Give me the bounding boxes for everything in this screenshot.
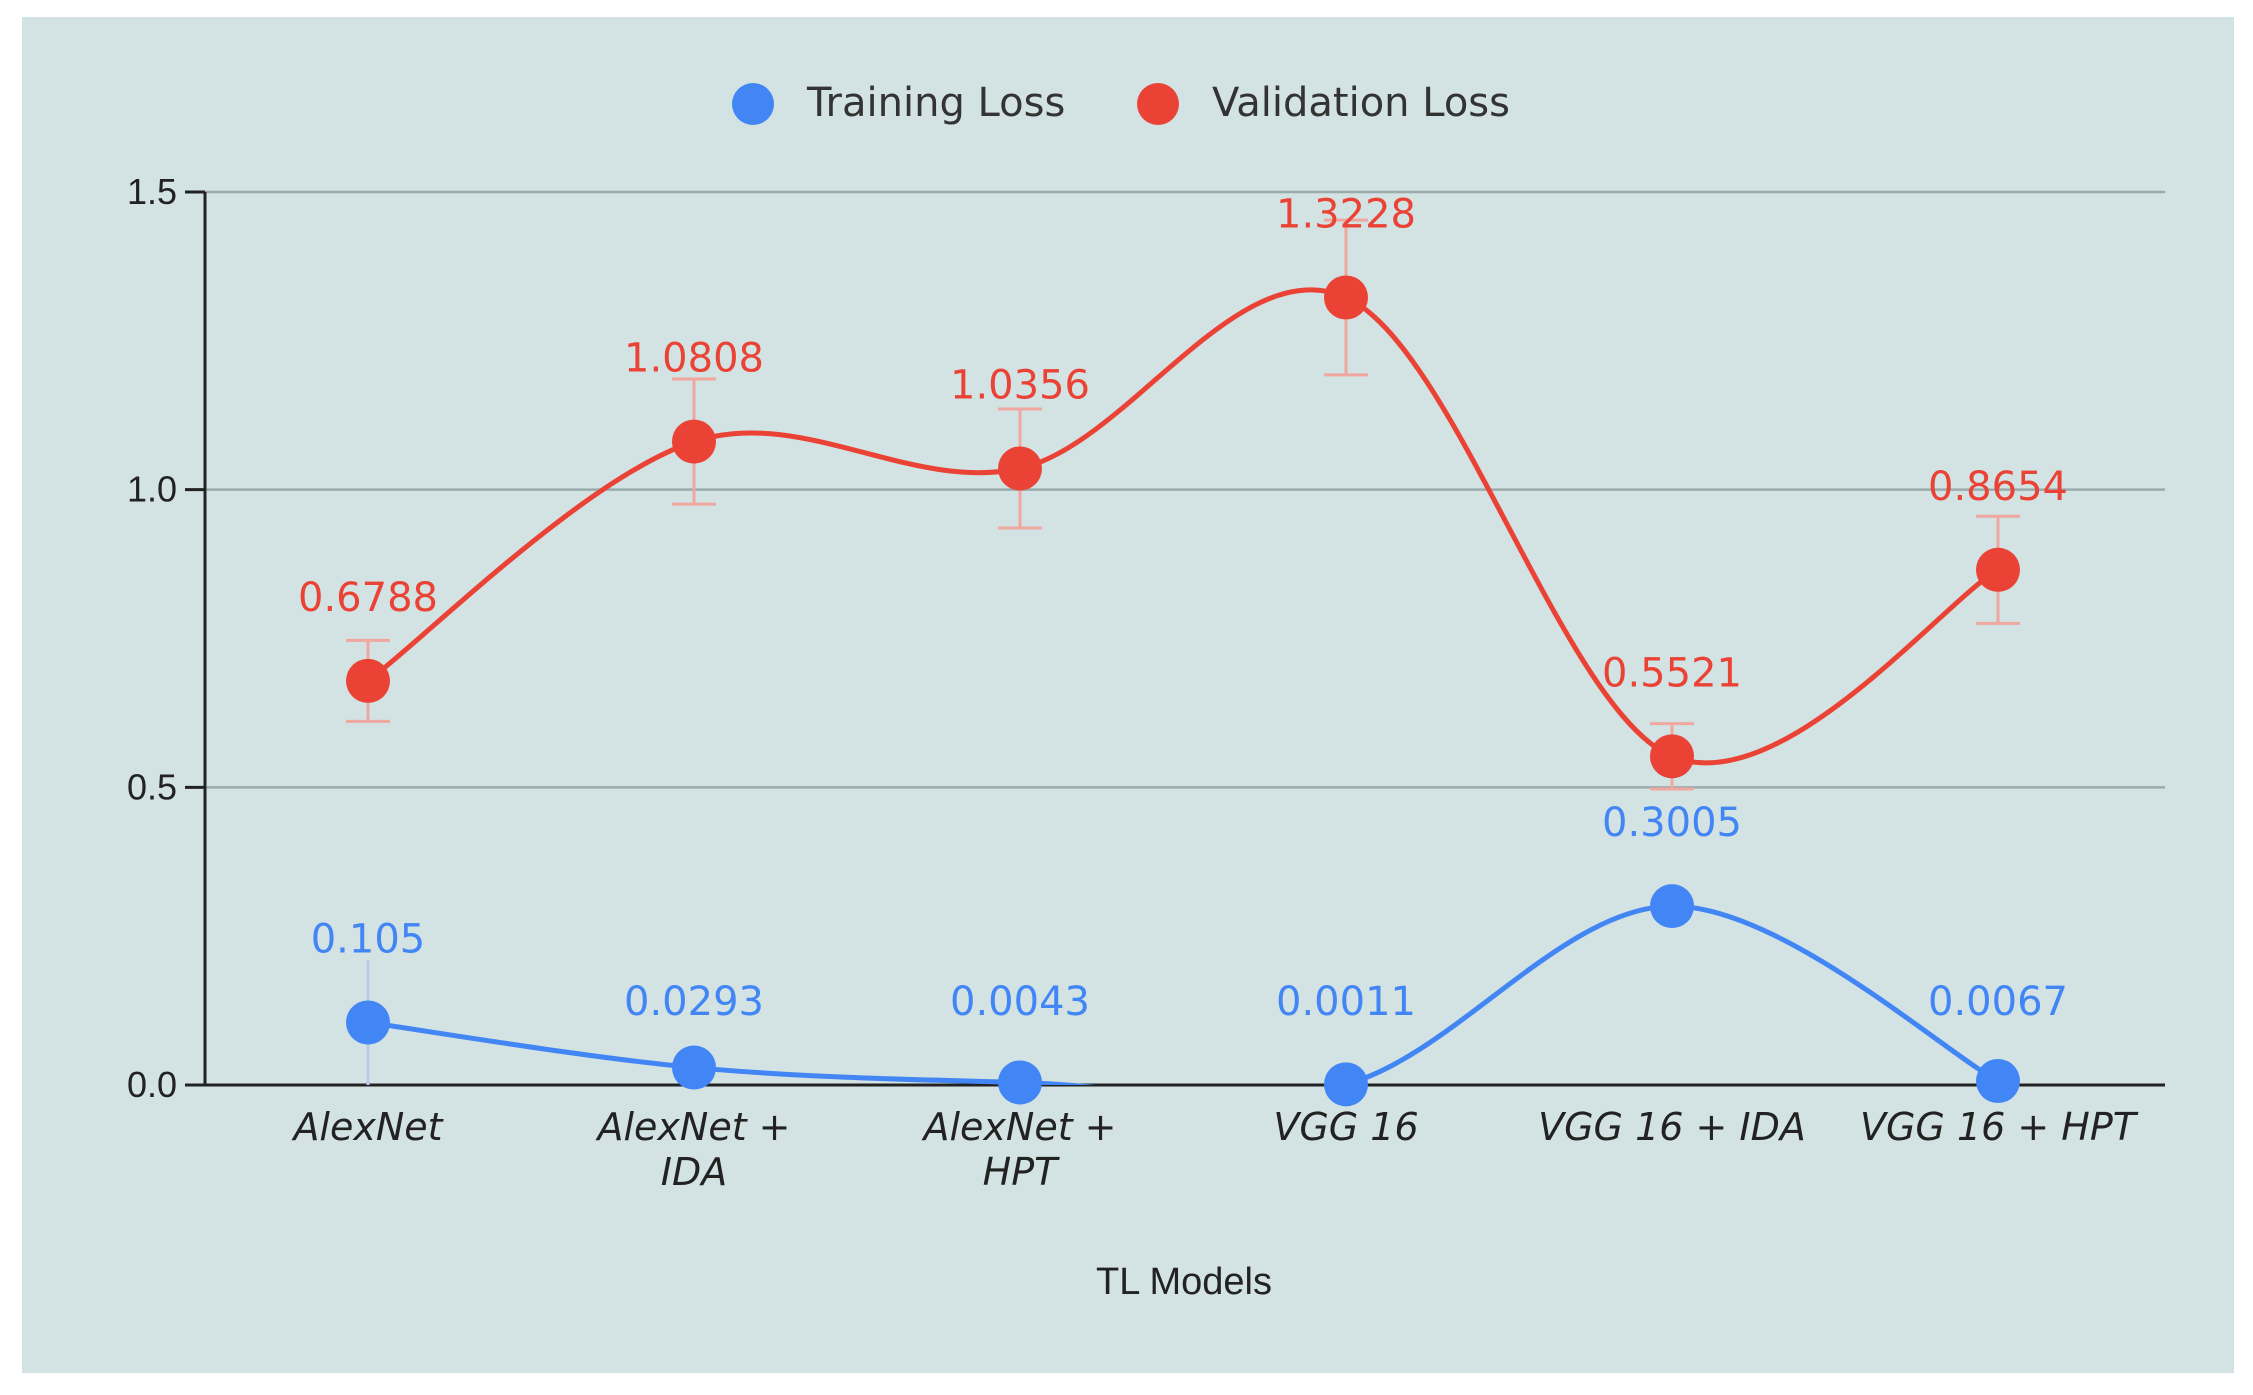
data-label: 0.0011 [1276, 979, 1416, 1025]
data-point [346, 658, 390, 703]
y-tick-label: 0.0 [127, 1064, 177, 1105]
data-label: 0.0043 [950, 979, 1090, 1025]
data-label: 1.0808 [624, 336, 764, 382]
legend-validation-marker [1137, 83, 1179, 125]
x-tick-label: VGG 16 [1273, 1105, 1418, 1149]
data-label: 1.3228 [1276, 191, 1416, 237]
data-point [998, 446, 1042, 491]
y-tick-label: 1.5 [127, 171, 177, 212]
data-label: 0.0067 [1928, 979, 2068, 1025]
chart-panel [22, 17, 2234, 1373]
series-validation-loss: 0.6788 1.0808 1.0356 1.3228 0.5521 0.8654 [298, 191, 2068, 791]
data-point [1650, 884, 1694, 929]
legend-training-label: Training Loss [806, 80, 1065, 126]
x-tick-label: AlexNet + HPT [920, 1105, 1116, 1194]
data-label: 0.0293 [624, 979, 764, 1025]
data-point [672, 1045, 716, 1090]
data-label: 0.6788 [298, 575, 438, 621]
data-point [1324, 1062, 1368, 1107]
data-point [1976, 547, 2020, 592]
data-label: 0.8654 [1928, 464, 2068, 510]
data-point [1976, 1059, 2020, 1104]
series-training-loss: 0.105 0.0293 0.0043 0.0011 0.3005 0.0067 [311, 800, 2068, 1107]
x-tick-label: AlexNet + IDA [594, 1105, 790, 1194]
data-label: 0.3005 [1602, 800, 1742, 846]
series-line [367, 903, 2000, 1085]
data-point [1650, 734, 1694, 779]
data-label: 0.5521 [1602, 650, 1742, 696]
legend-validation-label: Validation Loss [1212, 80, 1510, 126]
data-point [346, 1000, 390, 1045]
data-point [1324, 275, 1368, 320]
legend-training-marker [732, 83, 774, 125]
gridlines [205, 190, 2165, 789]
x-axis-labels: AlexNet AlexNet + IDA AlexNet + HPT VGG 16 VGG… [290, 1105, 2138, 1194]
data-label: 0.105 [311, 916, 426, 962]
y-tick-label: 1.0 [127, 469, 177, 510]
data-label: 1.0356 [950, 362, 1090, 408]
series-line [366, 287, 2000, 766]
series-layer: 0.105 0.0293 0.0043 0.0011 0.3005 0.0067 0.678… [298, 191, 2068, 1107]
x-tick-label: AlexNet [290, 1105, 444, 1149]
data-point [672, 419, 716, 464]
data-point [998, 1060, 1042, 1105]
x-tick-label: VGG 16 + HPT [1860, 1105, 2139, 1149]
x-axis-title: TL Models [1096, 1261, 1272, 1303]
axes [203, 192, 2165, 1087]
legend: Training Loss Validation Loss [732, 80, 1510, 126]
x-tick-label: VGG 16 + IDA [1538, 1105, 1806, 1149]
y-tick-label: 0.5 [127, 766, 177, 807]
y-axis-ticks: 0.0 0.5 1.0 1.5 [127, 171, 205, 1105]
